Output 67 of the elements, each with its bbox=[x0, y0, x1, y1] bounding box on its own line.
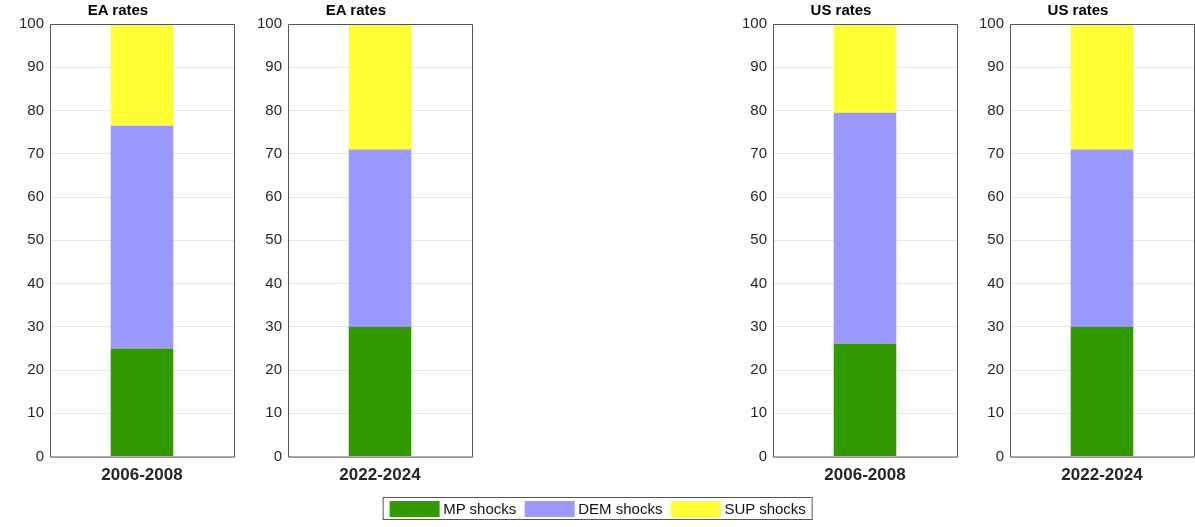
y-tick-label: 40 bbox=[750, 273, 767, 291]
bar bbox=[110, 24, 174, 126]
y-tick-label: 10 bbox=[265, 403, 282, 421]
y-tick-label: 90 bbox=[987, 57, 1004, 75]
y-tick-label: 20 bbox=[750, 360, 767, 378]
y-tick-label: 80 bbox=[27, 100, 44, 118]
x-tick-label: 2022-2024 bbox=[1061, 465, 1144, 485]
chart-title: EA rates bbox=[87, 1, 149, 19]
y-tick-label: 10 bbox=[987, 403, 1004, 421]
y-tick-label: 30 bbox=[265, 316, 282, 334]
legend-label: SUP shocks bbox=[724, 500, 806, 517]
y-tick-label: 10 bbox=[27, 403, 44, 421]
y-tick-label: 50 bbox=[265, 230, 282, 248]
bar bbox=[110, 125, 174, 349]
bar bbox=[1070, 149, 1134, 327]
x-tick-label: 2006-2008 bbox=[101, 465, 183, 485]
y-tick-label: 90 bbox=[750, 57, 767, 75]
y-tick-label: 30 bbox=[750, 316, 767, 334]
x-tick-label: 2006-2008 bbox=[824, 465, 906, 485]
y-tick-label: 50 bbox=[750, 230, 767, 248]
bar bbox=[110, 348, 174, 457]
y-tick-label: 70 bbox=[987, 143, 1004, 161]
y-tick-label: 90 bbox=[27, 57, 44, 75]
y-tick-label: 60 bbox=[750, 187, 767, 205]
bar bbox=[348, 326, 412, 457]
y-tick-label: 20 bbox=[27, 360, 44, 378]
y-tick-label: 80 bbox=[750, 100, 767, 118]
y-tick-label: 0 bbox=[35, 446, 44, 464]
y-tick-label: 50 bbox=[27, 230, 44, 248]
y-tick-label: 100 bbox=[256, 14, 282, 32]
y-tick-label: 70 bbox=[265, 143, 282, 161]
bar bbox=[348, 149, 412, 327]
y-tick-label: 20 bbox=[987, 360, 1004, 378]
legend-label: DEM shocks bbox=[578, 500, 663, 517]
chart-title: US rates bbox=[810, 1, 872, 19]
y-tick-label: 100 bbox=[741, 14, 767, 32]
y-tick-label: 70 bbox=[750, 143, 767, 161]
y-tick-label: 80 bbox=[987, 100, 1004, 118]
bar bbox=[348, 24, 412, 150]
y-tick-label: 40 bbox=[265, 273, 282, 291]
y-tick-label: 0 bbox=[995, 446, 1004, 464]
y-tick-label: 40 bbox=[987, 273, 1004, 291]
y-tick-label: 80 bbox=[265, 100, 282, 118]
y-tick-label: 0 bbox=[758, 446, 767, 464]
y-tick-label: 30 bbox=[987, 316, 1004, 334]
chart-title: US rates bbox=[1047, 1, 1109, 19]
y-tick-label: 0 bbox=[273, 446, 282, 464]
bar bbox=[1070, 24, 1134, 150]
y-tick-label: 50 bbox=[987, 230, 1004, 248]
y-tick-label: 60 bbox=[27, 187, 44, 205]
y-tick-label: 10 bbox=[750, 403, 767, 421]
bar bbox=[833, 24, 897, 113]
y-tick-label: 100 bbox=[18, 14, 44, 32]
y-tick-label: 60 bbox=[987, 187, 1004, 205]
y-tick-label: 70 bbox=[27, 143, 44, 161]
chart-title: EA rates bbox=[325, 1, 387, 19]
y-tick-label: 20 bbox=[265, 360, 282, 378]
legend-label: MP shocks bbox=[443, 500, 517, 517]
y-tick-label: 40 bbox=[27, 273, 44, 291]
y-tick-label: 30 bbox=[27, 316, 44, 334]
y-tick-label: 60 bbox=[265, 187, 282, 205]
x-tick-label: 2022-2024 bbox=[339, 465, 422, 485]
bar bbox=[833, 112, 897, 345]
y-tick-label: 100 bbox=[978, 14, 1004, 32]
bar bbox=[833, 344, 897, 457]
y-tick-label: 90 bbox=[265, 57, 282, 75]
bar bbox=[1070, 326, 1134, 457]
